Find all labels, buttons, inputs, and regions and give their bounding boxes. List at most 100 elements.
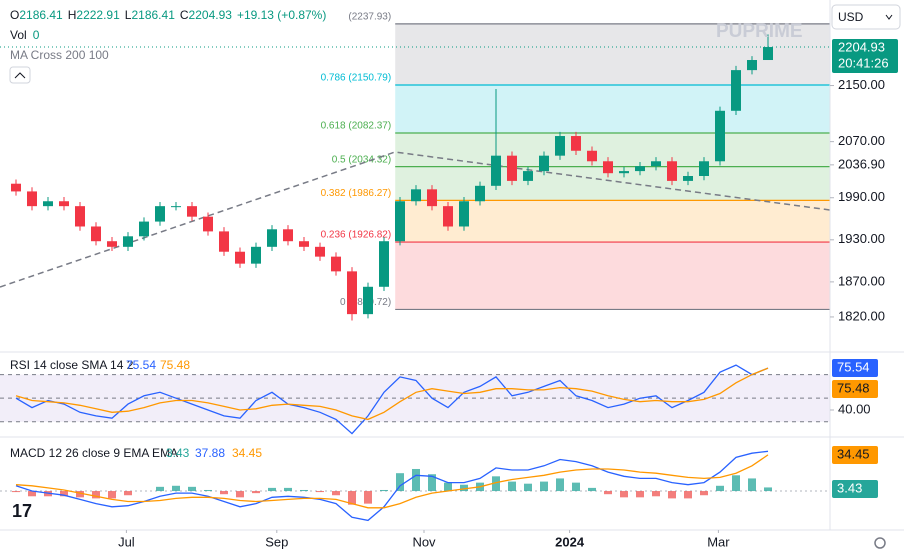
histogram-bar (156, 486, 164, 492)
last-price-tag (832, 39, 898, 74)
histogram-bar (124, 491, 132, 496)
pane-title: RSI 14 close SMA 14 2 (10, 358, 134, 372)
candle-body (187, 206, 197, 217)
histogram-bar (300, 489, 308, 492)
settings-button[interactable] (874, 537, 886, 549)
histogram-bar (172, 485, 180, 492)
candle-body (107, 241, 117, 247)
pane-value: 3.43 (166, 446, 190, 460)
candle-body (763, 47, 773, 61)
histogram-bar (76, 491, 84, 498)
fib-label: (2237.93) (348, 12, 391, 23)
fib-label: 0.5 (2034.32) (332, 154, 392, 165)
candle-body (411, 189, 421, 202)
candle-body (427, 189, 437, 207)
candle-body (43, 201, 53, 207)
indicator-line (15, 454, 769, 509)
fib-zone (395, 84, 830, 133)
logo: PUPRIME (716, 21, 803, 42)
y-tick-label: 1870.00 (838, 273, 885, 288)
candle-body (203, 216, 213, 232)
histogram-bar (444, 482, 452, 492)
x-tick-label: Nov (412, 534, 436, 549)
candle-body (635, 166, 645, 172)
histogram-bar (188, 486, 196, 492)
indicator-legend: MA Cross 200 100 (10, 48, 109, 62)
indicator-line (15, 450, 769, 522)
fib-label: 0.236 (1926.82) (321, 230, 392, 241)
value-tag-label: 75.48 (837, 380, 870, 395)
candle-body (619, 171, 629, 174)
candle-body (123, 236, 133, 247)
histogram-bar (380, 489, 388, 492)
histogram-bar (396, 473, 404, 492)
histogram-bar (12, 491, 20, 493)
histogram-bar (428, 474, 436, 492)
fib-label: 0.618 (2082.37) (321, 121, 392, 132)
value-tag (832, 380, 878, 398)
y-tick-label: 40.00 (838, 401, 871, 416)
candle-body (475, 185, 485, 202)
histogram-bar (60, 491, 68, 497)
candle-body (443, 206, 453, 227)
candle-body (235, 251, 245, 264)
histogram-bar (412, 468, 420, 492)
currency-select[interactable] (831, 4, 901, 30)
candle-body (507, 155, 517, 181)
y-tick-label: 2036.90 (838, 156, 885, 171)
collapse-icon (14, 72, 26, 79)
histogram-bar (604, 491, 612, 495)
histogram-bar (668, 491, 676, 499)
histogram-bar (460, 484, 468, 492)
ohlc-legend: O2186.41 H2222.91 L2186.41 C2204.93 +19.13 (… (10, 8, 326, 22)
candle-body (331, 256, 341, 272)
candle-body (555, 136, 565, 156)
candle-body (539, 155, 549, 172)
histogram-bar (508, 481, 516, 492)
x-tick-label: Sep (265, 534, 288, 549)
candle-body (347, 271, 357, 315)
candle-body (91, 226, 101, 242)
candle-body (667, 161, 677, 181)
indicator-line (15, 367, 769, 421)
histogram-bar (492, 476, 500, 492)
y-tick-label: 2070.00 (838, 133, 885, 148)
candle-body (379, 241, 389, 287)
candle-body (731, 70, 741, 111)
candle-body (587, 150, 597, 162)
histogram-bar (252, 491, 260, 494)
value-tag-label: 3.43 (837, 480, 862, 495)
candle-body (523, 171, 533, 181)
collapse-button[interactable] (9, 66, 31, 84)
histogram-bar (92, 491, 100, 499)
candle-body (491, 155, 501, 186)
candle-body (459, 201, 469, 227)
last-price-label: 2204.93 (838, 39, 885, 54)
pane-value: 75.48 (160, 358, 190, 372)
x-tick-label: Mar (707, 534, 730, 549)
histogram-bar (204, 489, 212, 492)
candle-body (27, 191, 37, 207)
histogram-bar (108, 491, 116, 499)
candle-body (267, 229, 277, 247)
candle-body (59, 201, 69, 207)
value-tag-label: 75.54 (837, 359, 870, 374)
y-tick-label: 1990.00 (838, 189, 885, 204)
x-tick-label: 2024 (555, 534, 585, 549)
countdown-label: 20:41:26 (838, 55, 889, 70)
candle-body (11, 183, 21, 192)
fib-label: 0.382 (1986.27) (321, 188, 392, 199)
histogram-bar (364, 491, 372, 504)
histogram-bar (652, 491, 660, 497)
histogram-bar (348, 491, 356, 505)
histogram-bar (636, 491, 644, 498)
candle-body (651, 161, 661, 167)
volume-legend: Vol 0 (10, 28, 40, 42)
candle-body (715, 110, 725, 162)
tv-logo: 17 (12, 501, 32, 521)
histogram-bar (764, 487, 772, 492)
histogram-bar (524, 483, 532, 492)
value-tag-label: 34.45 (837, 446, 870, 461)
histogram-bar (588, 487, 596, 492)
